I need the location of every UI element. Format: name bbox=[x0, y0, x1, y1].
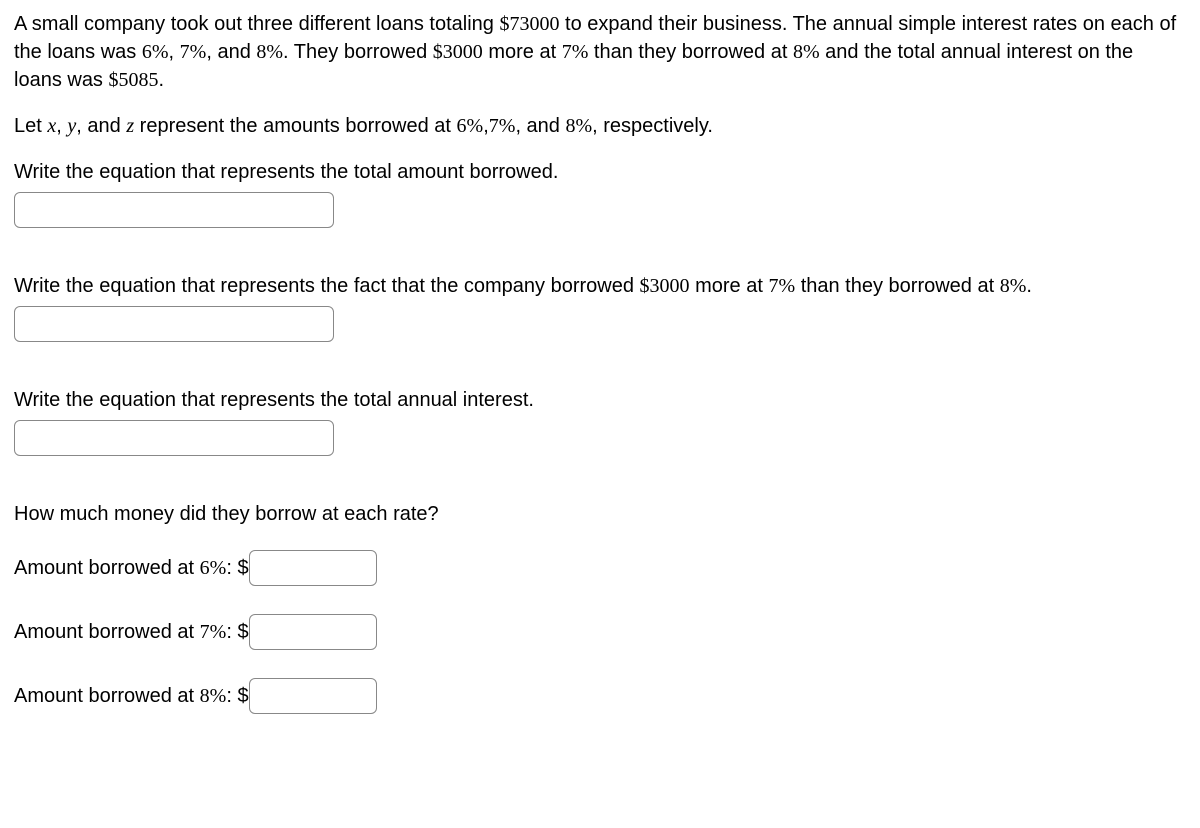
rate: 7% bbox=[200, 621, 227, 643]
question-1: Write the equation that represents the t… bbox=[14, 158, 1186, 228]
q3-input[interactable] bbox=[14, 420, 334, 456]
amount-7pct-input[interactable] bbox=[249, 614, 377, 650]
total-interest: $5085 bbox=[109, 69, 159, 91]
text: more at bbox=[690, 275, 769, 297]
q1-input[interactable] bbox=[14, 192, 334, 228]
rate: 7% bbox=[562, 41, 589, 63]
answer-row-7pct: Amount borrowed at 7%: $ bbox=[14, 614, 1186, 650]
label: Amount borrowed at bbox=[14, 557, 200, 579]
rate: 6% bbox=[457, 115, 484, 137]
text: than they borrowed at bbox=[795, 275, 1000, 297]
label: Amount borrowed at bbox=[14, 621, 200, 643]
rate: 6% bbox=[200, 557, 227, 579]
text: A small company took out three different… bbox=[14, 13, 499, 35]
question-3: Write the equation that represents the t… bbox=[14, 386, 1186, 456]
label: : $ bbox=[226, 557, 248, 579]
text: . They borrowed bbox=[283, 41, 433, 63]
answer-row-8pct: Amount borrowed at 8%: $ bbox=[14, 678, 1186, 714]
text: , and bbox=[515, 115, 565, 137]
text: Let bbox=[14, 115, 47, 137]
rate: 6% bbox=[142, 41, 169, 63]
text: , and bbox=[206, 41, 256, 63]
var-z: z bbox=[126, 115, 134, 137]
rate: 7% bbox=[180, 41, 207, 63]
rate: 7% bbox=[489, 115, 516, 137]
q2-prompt: Write the equation that represents the f… bbox=[14, 272, 1186, 300]
text: , bbox=[56, 115, 67, 137]
text: Write the equation that represents the f… bbox=[14, 275, 640, 297]
text: , bbox=[76, 115, 87, 137]
question-4: How much money did they borrow at each r… bbox=[14, 500, 1186, 714]
rate: 8% bbox=[1000, 275, 1027, 297]
rate: 8% bbox=[565, 115, 592, 137]
text: , respectively. bbox=[592, 115, 713, 137]
label: : $ bbox=[226, 685, 248, 707]
rate: 8% bbox=[256, 41, 283, 63]
answer-row-6pct: Amount borrowed at 6%: $ bbox=[14, 550, 1186, 586]
q3-prompt: Write the equation that represents the t… bbox=[14, 386, 1186, 414]
q2-input[interactable] bbox=[14, 306, 334, 342]
text: , bbox=[169, 41, 180, 63]
amount-8pct-input[interactable] bbox=[249, 678, 377, 714]
q1-prompt: Write the equation that represents the t… bbox=[14, 158, 1186, 186]
rate: 8% bbox=[793, 41, 820, 63]
var-y: y bbox=[67, 115, 76, 137]
amount-6pct-input[interactable] bbox=[249, 550, 377, 586]
text: . bbox=[159, 69, 165, 91]
text: . bbox=[1026, 275, 1032, 297]
text: and bbox=[87, 115, 126, 137]
question-2: Write the equation that represents the f… bbox=[14, 272, 1186, 342]
variable-definition: Let x, y, and z represent the amounts bo… bbox=[14, 112, 1186, 140]
text: represent the amounts borrowed at bbox=[134, 115, 456, 137]
q4-prompt: How much money did they borrow at each r… bbox=[14, 500, 1186, 528]
diff-amount: $3000 bbox=[433, 41, 483, 63]
problem-statement: A small company took out three different… bbox=[14, 10, 1186, 94]
rate: 7% bbox=[768, 275, 795, 297]
label: Amount borrowed at bbox=[14, 685, 200, 707]
text: more at bbox=[483, 41, 562, 63]
amount: $3000 bbox=[640, 275, 690, 297]
total-borrowed: $73000 bbox=[499, 13, 559, 35]
label: : $ bbox=[226, 621, 248, 643]
rate: 8% bbox=[200, 685, 227, 707]
text: than they borrowed at bbox=[588, 41, 793, 63]
var-x: x bbox=[47, 115, 56, 137]
